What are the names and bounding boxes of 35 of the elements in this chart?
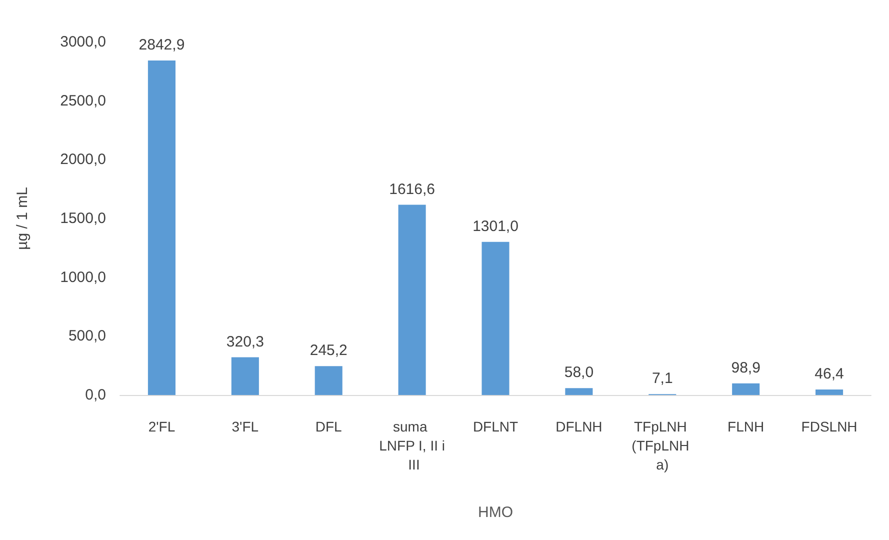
bar: [314, 366, 342, 395]
data-label: 46,4: [814, 366, 844, 383]
x-tick-label: FDSLNH: [801, 418, 858, 434]
bar: [231, 357, 259, 395]
x-tick-label: FLNH: [728, 418, 764, 434]
bar: [398, 204, 426, 395]
data-label: 7,1: [652, 370, 673, 388]
bar: [482, 242, 510, 395]
x-tick-label: 2'FL: [148, 418, 176, 434]
x-tick-label: 3'FL: [232, 418, 259, 434]
y-tick-label: 0,0: [85, 386, 106, 404]
y-tick-label: 1500,0: [60, 210, 106, 227]
bar: [565, 388, 593, 395]
y-axis-title: µg / 1 mL: [14, 187, 31, 250]
bar: [148, 60, 176, 395]
y-tick-label: 500,0: [68, 328, 106, 345]
y-tick-label: 2000,0: [60, 151, 106, 168]
y-tick-label: 3000,0: [60, 34, 106, 50]
data-label: 1301,0: [472, 218, 518, 235]
y-tick-label: 1000,0: [60, 268, 106, 286]
x-tick-label: DFLNH: [556, 418, 602, 434]
data-label: 1616,6: [389, 180, 435, 198]
x-tick-label: TFpLNH (TFpLNH a): [632, 418, 694, 472]
data-label: 98,9: [731, 359, 760, 376]
x-tick-label: DFL: [315, 418, 342, 434]
x-tick-label: DFLNT: [472, 418, 518, 434]
bar: [816, 390, 844, 395]
data-label: 58,0: [564, 364, 594, 382]
data-label: 320,3: [226, 333, 264, 350]
data-label: 2842,9: [138, 36, 185, 54]
data-label: 245,2: [310, 342, 348, 360]
x-axis-title: HMO: [478, 504, 513, 521]
x-tick-label: suma LNFP I, II i III: [379, 418, 445, 472]
y-tick-label: 2500,0: [60, 92, 106, 110]
bar: [732, 383, 760, 395]
